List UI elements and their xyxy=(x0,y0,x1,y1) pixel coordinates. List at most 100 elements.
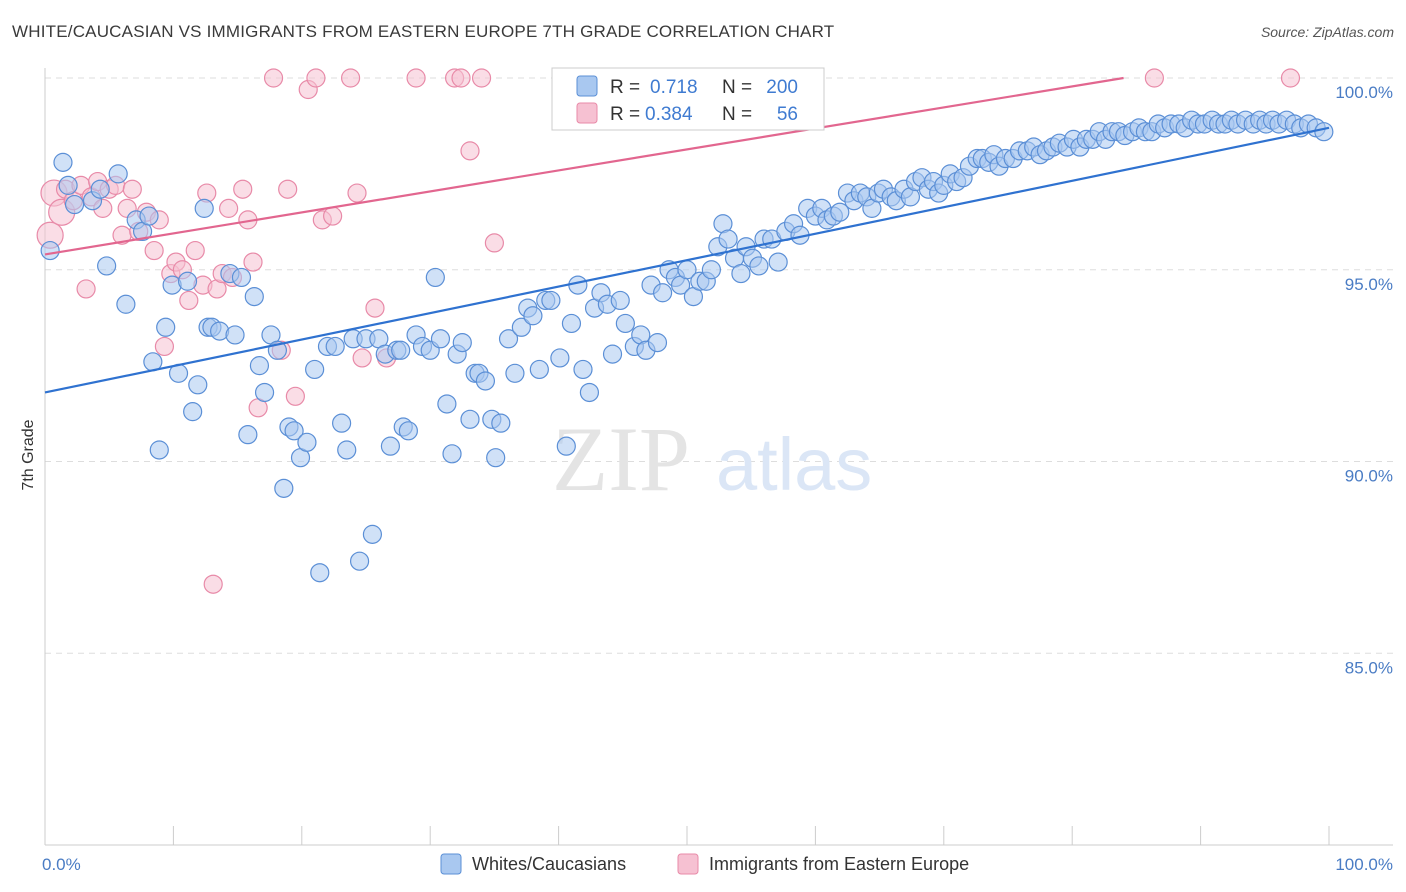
whites-point xyxy=(550,348,570,368)
x-tick-label-0: 0.0% xyxy=(42,855,81,874)
bottom-legend-label-whites: Whites/Caucasians xyxy=(472,854,626,874)
immigrants-point xyxy=(451,68,471,88)
immigrants-point xyxy=(365,298,385,318)
source-label: Source: ZipAtlas.com xyxy=(1260,24,1394,40)
whites-point xyxy=(701,260,721,280)
whites-point xyxy=(718,229,738,249)
bottom-legend-swatch-immigrants xyxy=(677,853,699,875)
whites-point xyxy=(615,313,635,334)
whites-point xyxy=(523,306,543,326)
whites-point xyxy=(491,413,511,433)
legend-r-label-immigrants: R = xyxy=(610,104,640,125)
whites-point xyxy=(156,317,176,337)
immigrants-point xyxy=(1144,68,1164,88)
immigrants-point xyxy=(122,179,142,199)
whites-point xyxy=(116,294,136,314)
whites-point xyxy=(486,448,506,468)
whites-point xyxy=(475,371,496,391)
immigrants-point xyxy=(460,141,480,161)
whites-point xyxy=(362,524,383,544)
whites-point xyxy=(149,440,169,460)
bottom-legend: Whites/Caucasians Immigrants from Easter… xyxy=(440,853,969,875)
immigrants-point xyxy=(278,179,298,199)
whites-point xyxy=(830,202,850,222)
whites-point xyxy=(498,329,519,349)
whites-point xyxy=(731,263,751,284)
whites-point xyxy=(529,359,549,380)
whites-point xyxy=(579,382,600,403)
whites-point xyxy=(274,478,294,498)
series-whites-points xyxy=(40,110,1334,583)
whites-point xyxy=(647,333,668,353)
whites-point xyxy=(90,179,110,199)
immigrants-point xyxy=(340,68,361,88)
trend-lines xyxy=(44,76,1330,394)
whites-point xyxy=(437,394,457,414)
whites-point xyxy=(391,340,411,360)
y-tick-label: 85.0% xyxy=(1345,658,1393,677)
whites-point xyxy=(380,436,400,456)
whites-point xyxy=(602,344,623,364)
whites-point xyxy=(254,382,275,403)
immigrants-point xyxy=(233,179,253,199)
legend-n-value-whites: 200 xyxy=(766,77,798,98)
whites-point xyxy=(556,436,576,456)
whites-point xyxy=(305,359,325,380)
immigrants-point xyxy=(406,68,426,88)
series-immigrants-points xyxy=(36,68,1301,594)
whites-point xyxy=(225,325,245,345)
immigrants-point xyxy=(203,574,223,594)
legend-r-value-whites: 0.718 xyxy=(650,77,698,98)
y-tick-labels: 85.0% 90.0% 95.0% 100.0% xyxy=(1335,83,1393,677)
chart-title: WHITE/CAUCASIAN VS IMMIGRANTS FROM EASTE… xyxy=(12,22,835,41)
whites-point xyxy=(425,267,445,288)
watermark: ZIP atlas xyxy=(552,408,872,510)
whites-point xyxy=(1314,122,1334,142)
y-tick-label: 90.0% xyxy=(1345,467,1393,486)
whites-point xyxy=(310,563,330,583)
whites-point xyxy=(249,356,270,376)
whites-point xyxy=(108,164,128,184)
immigrants-point xyxy=(352,348,372,368)
whites-point xyxy=(452,333,472,353)
legend-r-value-immigrants: 0.384 xyxy=(645,104,693,125)
whites-point xyxy=(460,409,480,429)
x-tick-label-100: 100.0% xyxy=(1335,855,1393,874)
whites-point xyxy=(573,359,593,380)
whites-point xyxy=(53,152,73,172)
y-axis-label: 7th Grade xyxy=(20,419,37,490)
whites-point xyxy=(511,317,531,337)
whites-point xyxy=(284,421,304,441)
whites-point xyxy=(177,271,198,291)
whites-point xyxy=(325,336,345,357)
whites-point xyxy=(561,313,582,334)
whites-point xyxy=(430,329,451,349)
bottom-legend-label-immigrants: Immigrants from Eastern Europe xyxy=(709,854,969,874)
legend-swatch-immigrants xyxy=(576,102,598,124)
whites-point xyxy=(398,421,418,441)
immigrants-point xyxy=(484,233,504,253)
whites-point xyxy=(194,198,214,218)
immigrants-point xyxy=(347,183,367,203)
whites-point xyxy=(505,363,525,383)
immigrants-point xyxy=(323,206,343,226)
legend-swatch-whites xyxy=(576,75,598,97)
legend-r-label-whites: R = xyxy=(610,77,640,98)
immigrants-point xyxy=(76,279,96,299)
whites-point xyxy=(244,286,264,307)
whites-point xyxy=(749,256,769,276)
y-tick-label: 95.0% xyxy=(1345,275,1393,294)
trend-line-immigrants xyxy=(44,76,1124,256)
top-legend: R = 0.718 N = 200 R = 0.384 N = 56 xyxy=(551,67,825,131)
trend-line-whites xyxy=(44,126,1330,394)
bottom-legend-swatch-whites xyxy=(440,853,462,875)
whites-point xyxy=(40,240,60,261)
whites-point xyxy=(139,206,159,226)
whites-point xyxy=(97,256,117,276)
immigrants-point xyxy=(185,240,205,261)
legend-n-value-immigrants: 56 xyxy=(777,104,798,125)
watermark-atlas: atlas xyxy=(716,423,872,506)
immigrants-point xyxy=(144,240,164,261)
immigrants-point xyxy=(219,198,239,218)
